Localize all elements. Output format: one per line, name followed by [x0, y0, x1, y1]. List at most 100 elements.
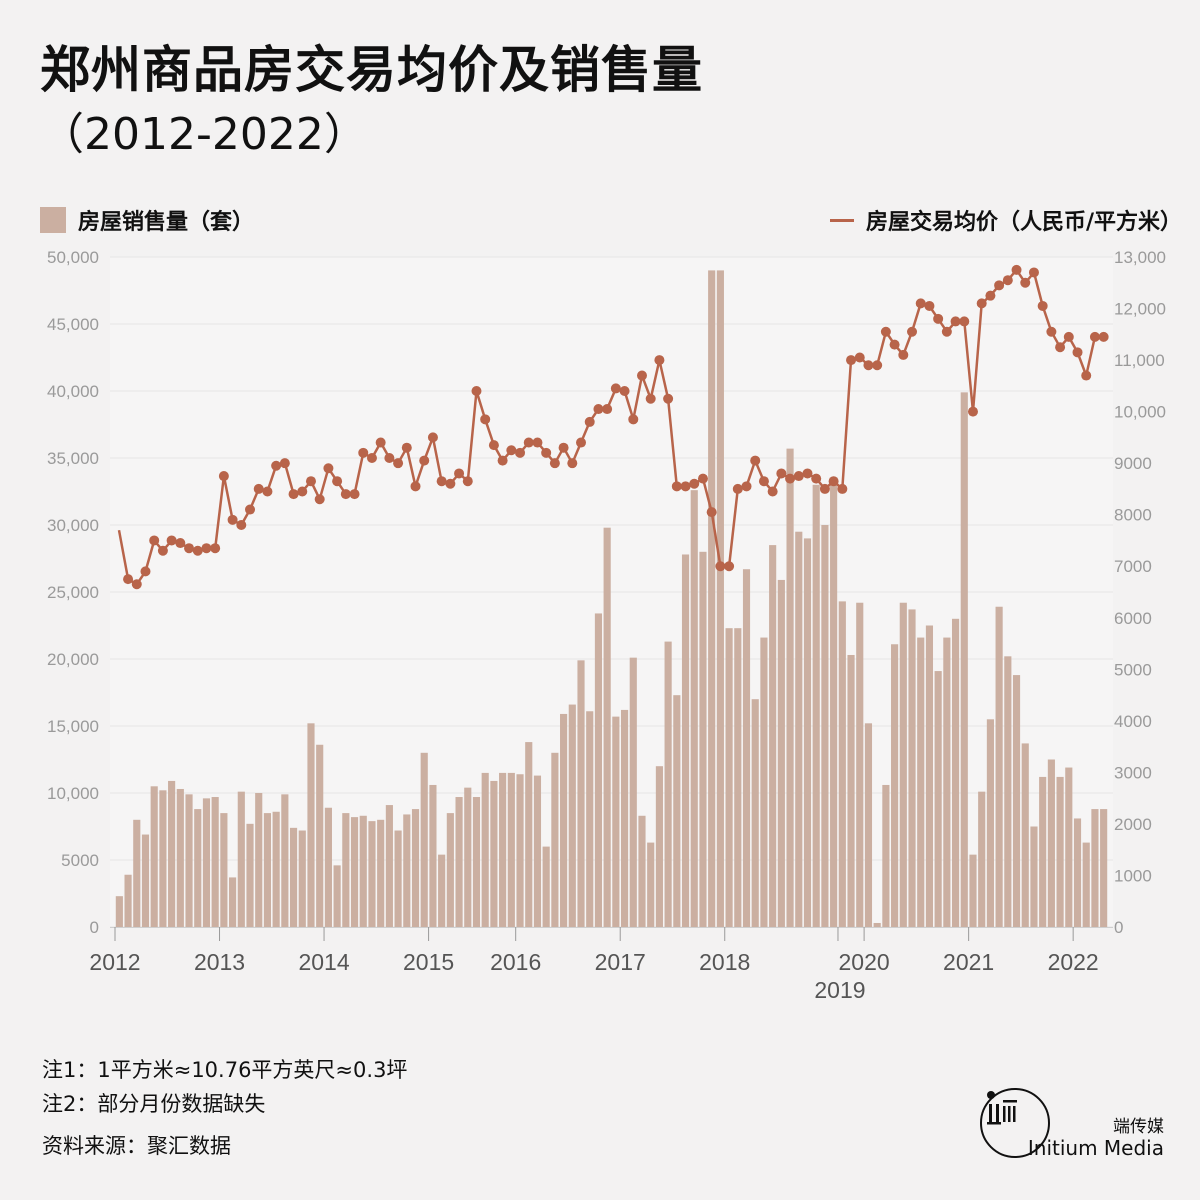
bar	[403, 814, 411, 927]
bar	[455, 797, 463, 927]
y-right-tick-label: 5000	[1114, 660, 1152, 679]
price-point	[1028, 267, 1039, 278]
price-point	[819, 483, 830, 494]
bar	[1012, 675, 1021, 927]
bar	[159, 790, 167, 927]
bar	[734, 628, 742, 927]
bar	[612, 716, 620, 927]
price-point	[854, 352, 865, 363]
bar	[255, 793, 263, 927]
price-point	[1072, 347, 1083, 358]
price-point	[1081, 370, 1092, 381]
bar	[725, 628, 733, 927]
price-point	[1020, 277, 1031, 288]
bar	[699, 551, 707, 927]
bar	[211, 797, 219, 927]
bar	[1073, 818, 1082, 927]
bar	[446, 813, 454, 927]
bar	[1021, 743, 1029, 927]
price-point	[828, 476, 839, 487]
price-point	[480, 414, 491, 425]
bar	[115, 896, 123, 927]
bar	[220, 813, 228, 927]
bar	[864, 723, 873, 927]
price-point	[793, 471, 804, 482]
legend-bar-swatch	[40, 207, 66, 233]
brand-name-cn: 端传媒	[1113, 1117, 1164, 1137]
y-right-tick-label: 8000	[1114, 506, 1152, 525]
price-point	[323, 463, 334, 474]
bar	[594, 613, 603, 927]
chart-canvas: 0 5000 10,000 15,000 20,000 25,000 30,000 35,00…	[47, 248, 1166, 1003]
x-tick-label: 2019	[814, 977, 865, 1003]
bar	[429, 784, 437, 927]
price-point	[907, 326, 918, 337]
note-1: 注1：1平方米≈10.76平方英尺≈0.3坪	[42, 1058, 408, 1082]
price-point	[994, 280, 1005, 291]
bar	[1082, 842, 1090, 927]
bar	[551, 752, 559, 927]
price-point	[976, 298, 987, 309]
bar	[629, 657, 637, 927]
bar	[1091, 809, 1099, 927]
price-point	[166, 535, 177, 546]
price-point	[488, 440, 499, 451]
y-left-tick-label: 50,000	[47, 248, 99, 267]
y-right-tick-label: 13,000	[1114, 248, 1166, 267]
y-right-tick-label: 1000	[1114, 866, 1152, 885]
bar	[777, 579, 785, 927]
price-point	[1098, 331, 1109, 342]
y-right-tick-label: 12,000	[1114, 300, 1166, 319]
price-point	[201, 543, 212, 554]
bar	[873, 922, 881, 927]
price-point	[454, 468, 465, 479]
x-tick-label: 2014	[298, 949, 349, 975]
y-right-tick-label: 11,000	[1114, 351, 1165, 370]
bar	[664, 641, 672, 927]
price-point	[785, 473, 796, 484]
bar	[655, 766, 663, 927]
price-point	[767, 486, 778, 497]
x-tick-label: 2018	[699, 949, 750, 975]
y-right-tick-label: 7000	[1114, 557, 1152, 576]
price-point	[1046, 326, 1057, 337]
bar	[899, 602, 907, 927]
bar	[281, 794, 289, 927]
bar	[176, 788, 184, 927]
price-point	[1089, 331, 1100, 342]
price-point	[123, 574, 134, 585]
price-point	[192, 545, 203, 556]
price-point	[941, 326, 952, 337]
y-left-tick-label: 15,000	[47, 717, 99, 736]
bar	[568, 704, 576, 927]
price-point	[802, 468, 813, 479]
bar	[969, 854, 977, 927]
price-point	[950, 316, 961, 327]
price-point	[680, 481, 691, 492]
price-point	[1011, 264, 1022, 275]
price-point	[1002, 275, 1013, 286]
price-point	[750, 455, 761, 466]
price-point	[706, 507, 717, 518]
price-point	[837, 483, 848, 494]
brand-name-en: Initium Media	[1027, 1136, 1164, 1160]
price-point	[732, 483, 743, 494]
y-right-tick-label: 9000	[1114, 454, 1152, 473]
price-point	[985, 290, 996, 301]
price-point	[924, 300, 935, 311]
price-point	[210, 543, 221, 554]
bar	[298, 830, 306, 927]
bar	[917, 637, 925, 927]
bar	[263, 813, 272, 927]
price-point	[314, 494, 325, 505]
bar	[803, 538, 812, 927]
price-point	[549, 458, 560, 469]
bar	[690, 490, 698, 927]
bar	[316, 744, 324, 927]
note-2: 注2：部分月份数据缺失	[42, 1092, 266, 1116]
y-right-tick-label: 3000	[1114, 763, 1152, 782]
price-point	[227, 514, 238, 525]
price-point	[471, 386, 482, 396]
bar	[908, 609, 916, 927]
price-point	[149, 535, 160, 546]
